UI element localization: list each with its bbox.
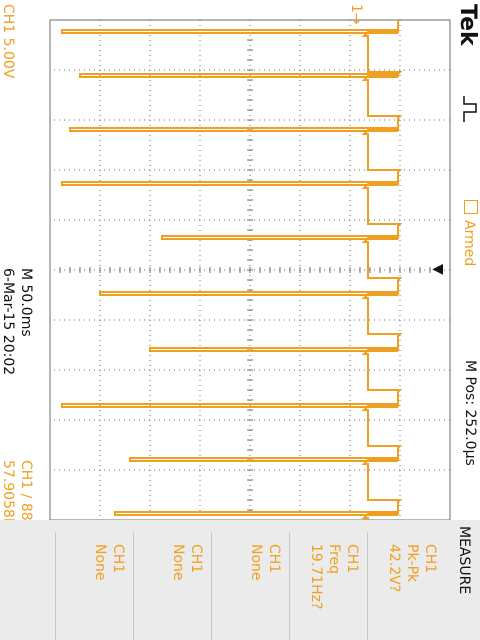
timestamp: 6-Mar-15 20:02 [0,268,16,376]
measure-divider [133,532,134,640]
measure-slot-2-line1: CH1 [344,544,360,574]
ch1-waveform-spike [61,403,398,408]
ch1-waveform-spike [161,235,398,240]
measure-slot-2-line3: 19.71Hz? [308,544,324,610]
ch1-waveform-spike [61,181,398,186]
brand-logo: Tek [455,4,480,46]
ch1-waveform-spike [79,73,398,78]
measure-slot-4-line1: CH1 [188,544,204,574]
measure-divider [289,532,290,640]
measure-slot-3-line1: CH1 [266,544,282,574]
measure-slot-1-line3: 42.2V? [386,544,402,593]
measure-slot-3-line2: None [248,544,264,581]
trigger-position-marker-icon: ▼ [430,264,446,275]
ch1-waveform-spike [114,511,398,516]
measure-title: MEASURE [456,526,472,595]
channel-scale: CH1 5.00V [0,4,16,79]
measure-slot-5-line1: CH1 [110,544,126,574]
ch1-waveform-spike [99,291,398,296]
acquisition-state-text: Armed [461,220,477,267]
measure-slot-1-line2: Pk-Pk [404,544,420,583]
measure-slot-2-line2: Freq [326,544,342,574]
horizontal-position: M Pos: 252.0µs [462,360,478,466]
ch1-waveform-spike [69,127,398,132]
measure-divider [211,532,212,640]
measure-divider [55,532,56,640]
timebase: M 50.0ms [18,268,34,337]
ch1-waveform-spike [149,347,398,352]
armed-indicator-icon [464,200,478,214]
trigger-mode-icon [458,96,478,122]
measure-slot-1-line1: CH1 [422,544,438,574]
ch1-waveform-spike [129,457,398,462]
ch1-waveform-trace [361,20,403,559]
measure-divider [367,532,368,640]
measure-slot-4-line2: None [170,544,186,581]
ch1-waveform-spike [61,29,398,34]
ground-marker: 1→ [348,4,364,25]
acquisition-status: Armed [461,200,478,266]
measure-slot-5-line2: None [92,544,108,581]
